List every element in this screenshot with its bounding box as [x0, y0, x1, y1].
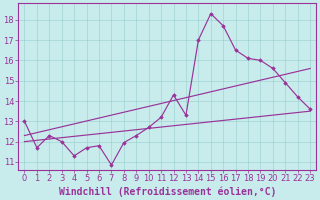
X-axis label: Windchill (Refroidissement éolien,°C): Windchill (Refroidissement éolien,°C)	[59, 186, 276, 197]
